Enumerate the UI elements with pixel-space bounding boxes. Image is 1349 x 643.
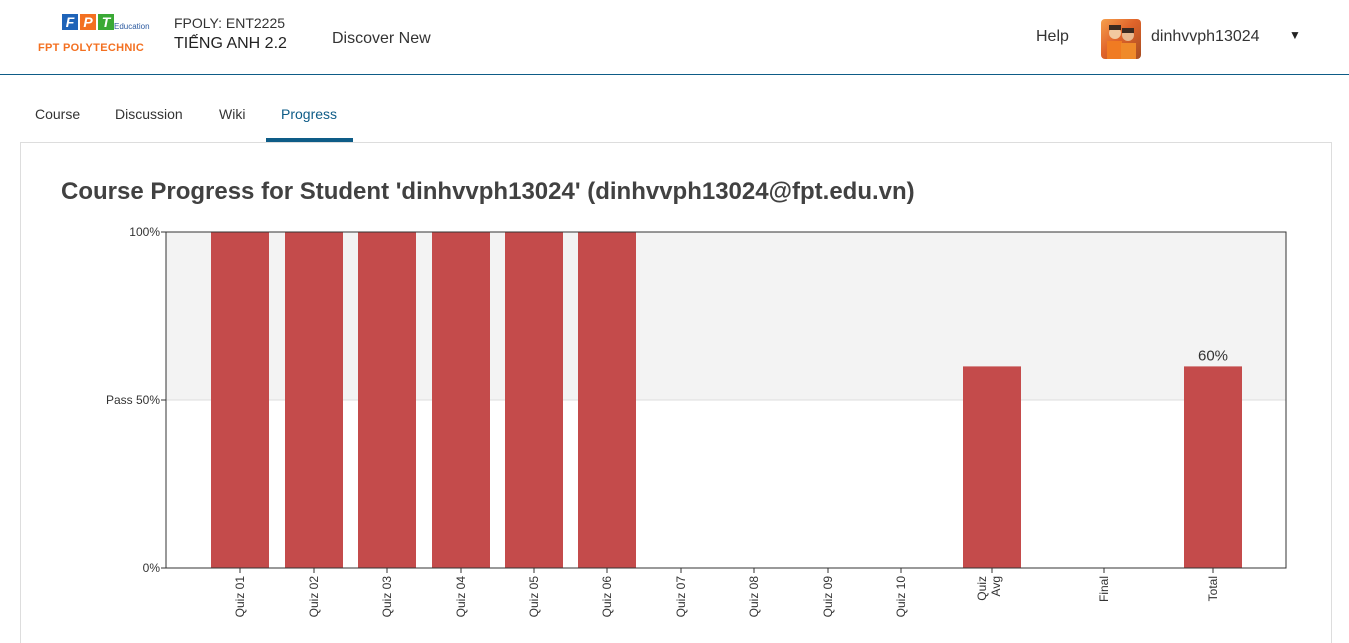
logo-letter-t: T — [98, 14, 114, 30]
logo-education-text: Education — [114, 22, 150, 31]
tab-course[interactable]: Course — [35, 106, 81, 122]
x-tick-label: Quiz 04 — [454, 576, 468, 618]
help-link[interactable]: Help — [1036, 28, 1069, 45]
logo-name-text: FPT POLYTECHNIC — [38, 42, 145, 54]
logo-letter-f: F — [62, 14, 78, 30]
x-tick-label: Quiz 06 — [600, 576, 614, 618]
avatar-image — [1107, 25, 1136, 59]
y-tick-label: Pass 50% — [106, 393, 160, 407]
x-tick-label: Quiz 02 — [307, 576, 321, 618]
tab-discussion[interactable]: Discussion — [115, 106, 183, 122]
chart-bar — [578, 232, 636, 568]
avatar[interactable] — [1101, 19, 1141, 59]
caret-down-icon[interactable]: ▼ — [1289, 28, 1301, 42]
chart-bar — [963, 366, 1021, 568]
chart-bar — [285, 232, 343, 568]
site-header: F P T Education FPT POLYTECHNIC FPOLY: E… — [0, 0, 1349, 75]
data-label: 60% — [1198, 347, 1228, 364]
x-tick-label: Quiz 10 — [894, 576, 908, 618]
x-tick-label: Quiz 05 — [527, 576, 541, 618]
y-tick-label: 0% — [143, 561, 161, 575]
chart-bar — [505, 232, 563, 568]
chart-bar — [211, 232, 269, 568]
discover-new-link[interactable]: Discover New — [332, 30, 431, 47]
x-tick-label: Quiz 03 — [380, 576, 394, 618]
logo-letter-p: P — [80, 14, 96, 30]
username-link[interactable]: dinhvvph13024 — [1151, 28, 1260, 45]
page-title: Course Progress for Student 'dinhvvph130… — [61, 178, 915, 205]
x-tick-label: Quiz — [975, 576, 989, 601]
chart-bar — [432, 232, 490, 568]
logo-letters: F P T — [62, 14, 116, 30]
y-tick-label: 100% — [129, 225, 160, 239]
x-tick-label: Quiz 09 — [821, 576, 835, 618]
fpt-polytechnic-logo[interactable]: F P T Education FPT POLYTECHNIC — [38, 14, 156, 58]
chart-bar — [358, 232, 416, 568]
x-tick-label: Avg — [989, 576, 1003, 596]
x-tick-label: Quiz 08 — [747, 576, 761, 618]
course-name: TIẾNG ANH 2.2 — [174, 35, 287, 52]
x-tick-label: Total — [1206, 576, 1220, 601]
chart-bar — [1184, 366, 1242, 568]
course-org: FPOLY: ENT2225 — [174, 15, 286, 31]
progress-chart: 0% Pass 50% 100% Quiz 01 Quiz 02 Quiz 03 Quiz … — [106, 225, 1287, 618]
pass-zone — [166, 232, 1286, 400]
tab-progress[interactable]: Progress — [281, 106, 338, 122]
x-tick-label: Quiz 01 — [233, 576, 247, 618]
active-tab-indicator — [266, 138, 353, 142]
tab-wiki[interactable]: Wiki — [219, 106, 246, 122]
x-tick-label: Final — [1097, 576, 1111, 602]
x-tick-label: Quiz 07 — [674, 576, 688, 618]
